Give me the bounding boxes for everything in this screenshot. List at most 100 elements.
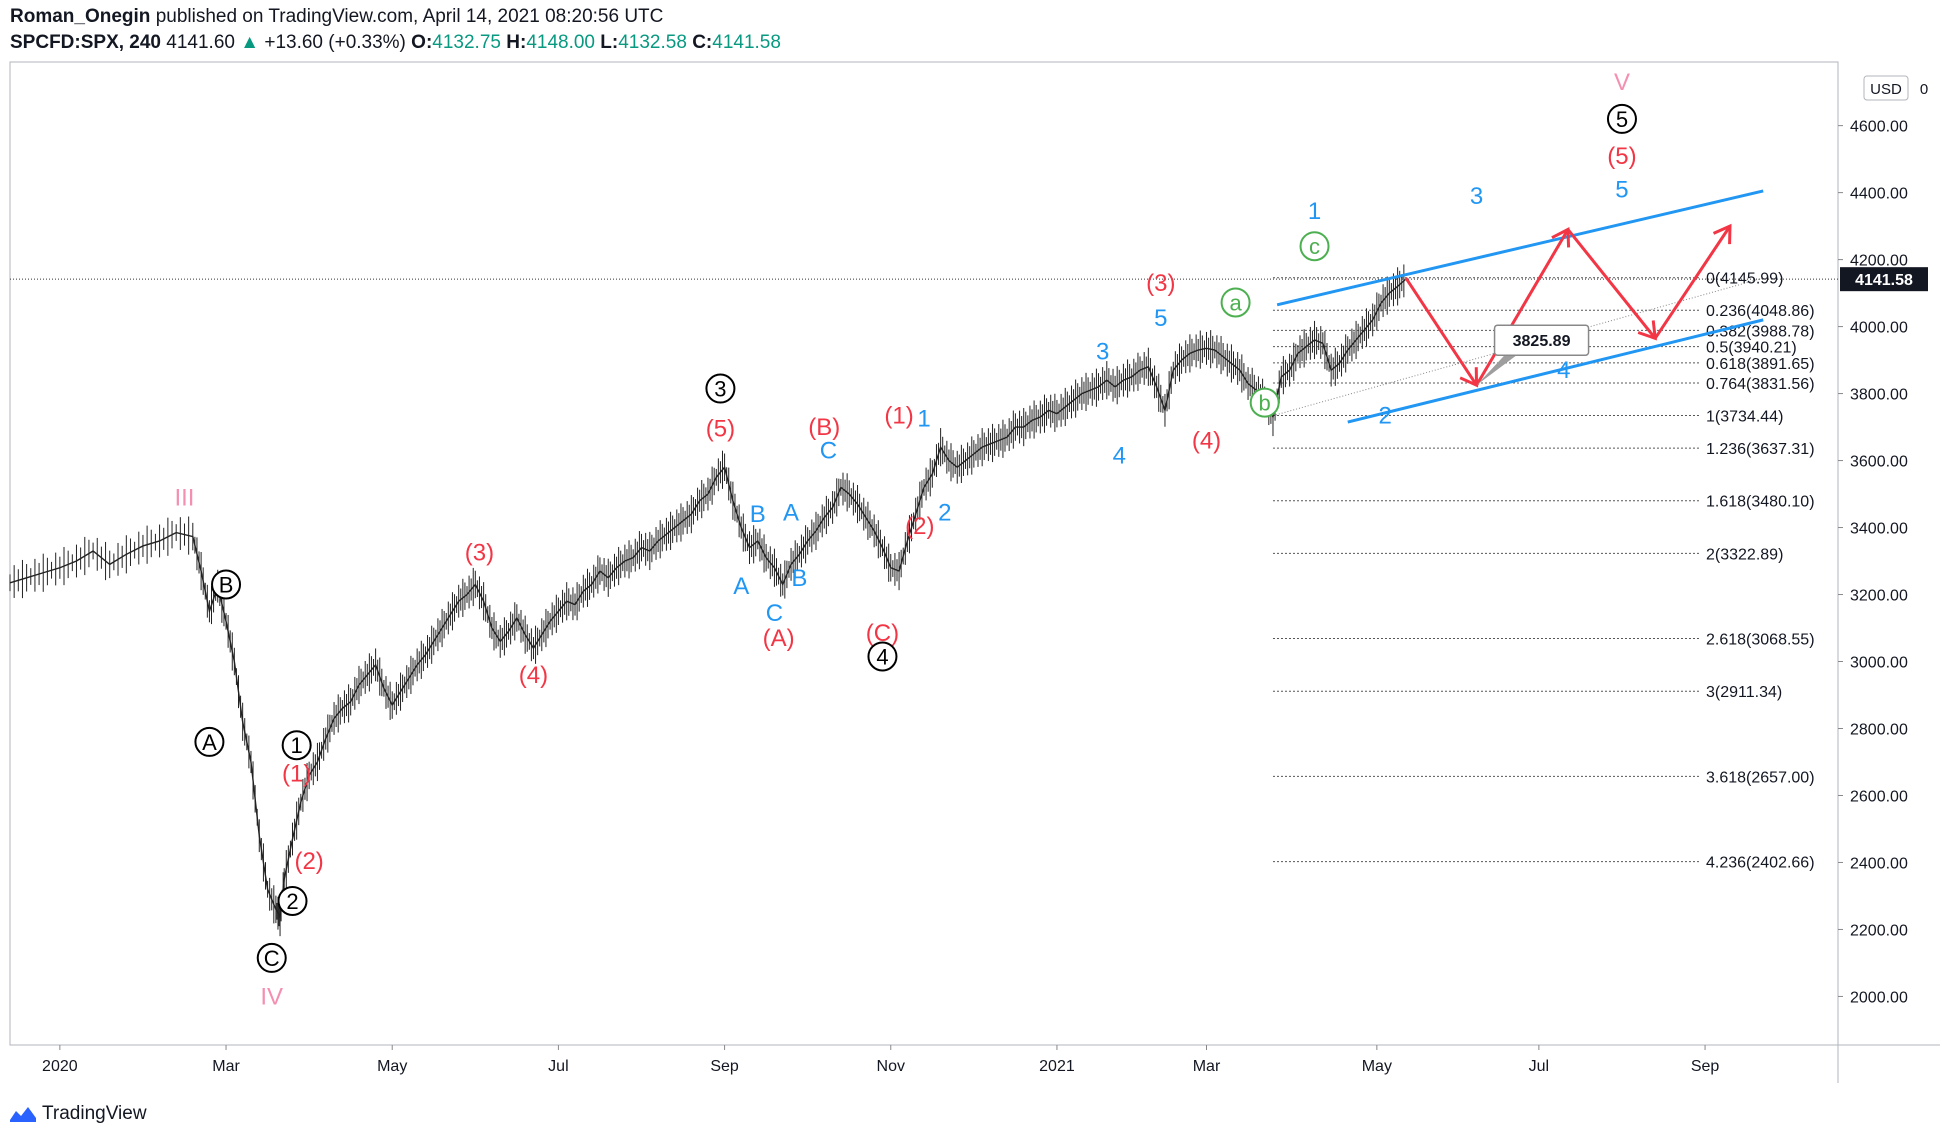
symbol-line: SPCFD:SPX, 240 4141.60 ▲ +13.60 (+0.33%)… [10,32,781,54]
trend-dotted-line [1272,277,1764,417]
wave-label: 3 [1096,339,1109,366]
wave-label: (5) [706,416,735,443]
last-price-badge-label: 4141.58 [1855,272,1913,289]
wave-label: A [202,730,217,755]
wave-label: a [1229,290,1242,315]
publication-line: Roman_Onegin published on TradingView.co… [10,6,663,28]
currency-label[interactable]: USD [1870,81,1902,98]
price-tick-label: 2000.00 [1850,989,1908,1006]
time-tick-label: Jul [1529,1058,1549,1075]
wave-label-circle [256,942,287,973]
price-tick-label: 2800.00 [1850,721,1908,738]
wave-label: V [1614,69,1630,96]
last-price: 4141.60 [166,32,235,53]
wave-label: 3 [714,377,726,402]
wave-label: 4 [1557,357,1570,384]
open-value: 4132.75 [432,32,501,53]
arrow-head-icon [1712,223,1732,245]
wave-label: 2 [1378,402,1391,429]
price-tick-label: 2600.00 [1850,788,1908,805]
channel-upper-line [1276,189,1764,307]
time-tick-label: Jul [548,1058,568,1075]
wave-label: (4) [1192,427,1221,454]
callout-pointer [1476,355,1517,386]
price-tick-label: 4600.00 [1850,119,1908,136]
price-tick-label: 4000.00 [1850,320,1908,337]
time-tick-label: Mar [212,1058,240,1075]
wave-label-circle [1249,387,1280,418]
wave-label: A [783,499,799,526]
time-tick-label: Sep [1691,1058,1720,1075]
wave-label: (3) [1146,270,1175,297]
fib-level-label: 0.236(4048.86) [1706,303,1815,320]
price-tick-label: 3400.00 [1850,521,1908,538]
wave-label: 5 [1154,305,1167,332]
time-tick-label: 2021 [1039,1058,1075,1075]
wave-label: (A) [763,625,795,652]
tradingview-logo-icon [10,1107,36,1122]
time-tick-label: Nov [877,1058,905,1075]
fib-level-label: 1(3734.44) [1706,409,1783,426]
currency-button[interactable] [1863,75,1909,101]
wave-label: (1) [282,761,311,788]
author-name[interactable]: Roman_Onegin [10,6,151,27]
wave-label-circle [1606,103,1637,134]
last-price-badge [1840,267,1928,292]
arrow-head-icon [1551,227,1571,248]
tradingview-footer: TradingView [10,1103,147,1125]
fib-level-label: 1.236(3637.31) [1706,441,1815,458]
wave-label-circle [1220,287,1251,318]
wave-label: C [766,600,783,627]
wave-label: 1 [291,733,303,758]
price-tick-label: 4200.00 [1850,253,1908,270]
wave-label: (2) [294,848,323,875]
projection-segment [1475,228,1570,386]
projection-segment [1404,277,1478,387]
wave-label: (5) [1607,143,1636,170]
low-value: 4132.58 [618,32,687,53]
price-tick-label: 3200.00 [1850,588,1908,605]
wave-label: 2 [938,499,951,526]
fib-level-label: 2(3322.89) [1706,546,1783,563]
fib-level-label: 0.618(3891.65) [1706,356,1815,373]
channel-lower-line [1347,318,1764,424]
wave-label: c [1309,234,1320,259]
wave-label: 5 [1615,176,1628,203]
high-label: H: [506,32,527,53]
fib-level-label: 3(2911.34) [1706,684,1782,701]
price-tick-label: 3000.00 [1850,655,1908,672]
price-tick-label: 3800.00 [1850,387,1908,404]
published-text: published on TradingView.com, April 14, … [155,6,664,27]
open-label: O: [411,32,433,53]
fib-level-label: 0.5(3940.21) [1706,340,1797,357]
wave-label: 5 [1616,107,1628,132]
wave-label: 4 [1113,443,1126,470]
scale-mode-label[interactable]: 0 [1920,81,1928,98]
wave-label: (1) [884,402,913,429]
wave-label: (3) [465,540,494,567]
close-value: 4141.58 [712,32,781,53]
wave-label: B [219,572,234,597]
time-tick-label: May [377,1058,407,1075]
wave-label: III [174,484,194,511]
wave-label: C [820,438,837,465]
wave-label-circle [867,641,898,672]
projection-segment [1653,225,1732,340]
price-change: +13.60 (+0.33%) [264,32,406,53]
wave-label: B [791,565,807,592]
time-tick-label: May [1362,1058,1392,1075]
callout-label: 3825.89 [1513,333,1571,350]
wave-label: A [733,573,749,600]
fib-level-label: 2.618(3068.55) [1706,632,1815,649]
callout-box [1493,324,1590,356]
wave-label-circle [281,730,312,761]
change-arrow-icon: ▲ [240,32,260,53]
brand-name[interactable]: TradingView [42,1103,147,1124]
arrow-head-icon [1459,367,1479,388]
wave-label: IV [260,983,283,1010]
price-tick-label: 2200.00 [1850,922,1908,939]
projection-segment [1566,228,1657,340]
price-tick-label: 2400.00 [1850,855,1908,872]
fib-level-label: 0.382(3988.78) [1706,323,1815,340]
